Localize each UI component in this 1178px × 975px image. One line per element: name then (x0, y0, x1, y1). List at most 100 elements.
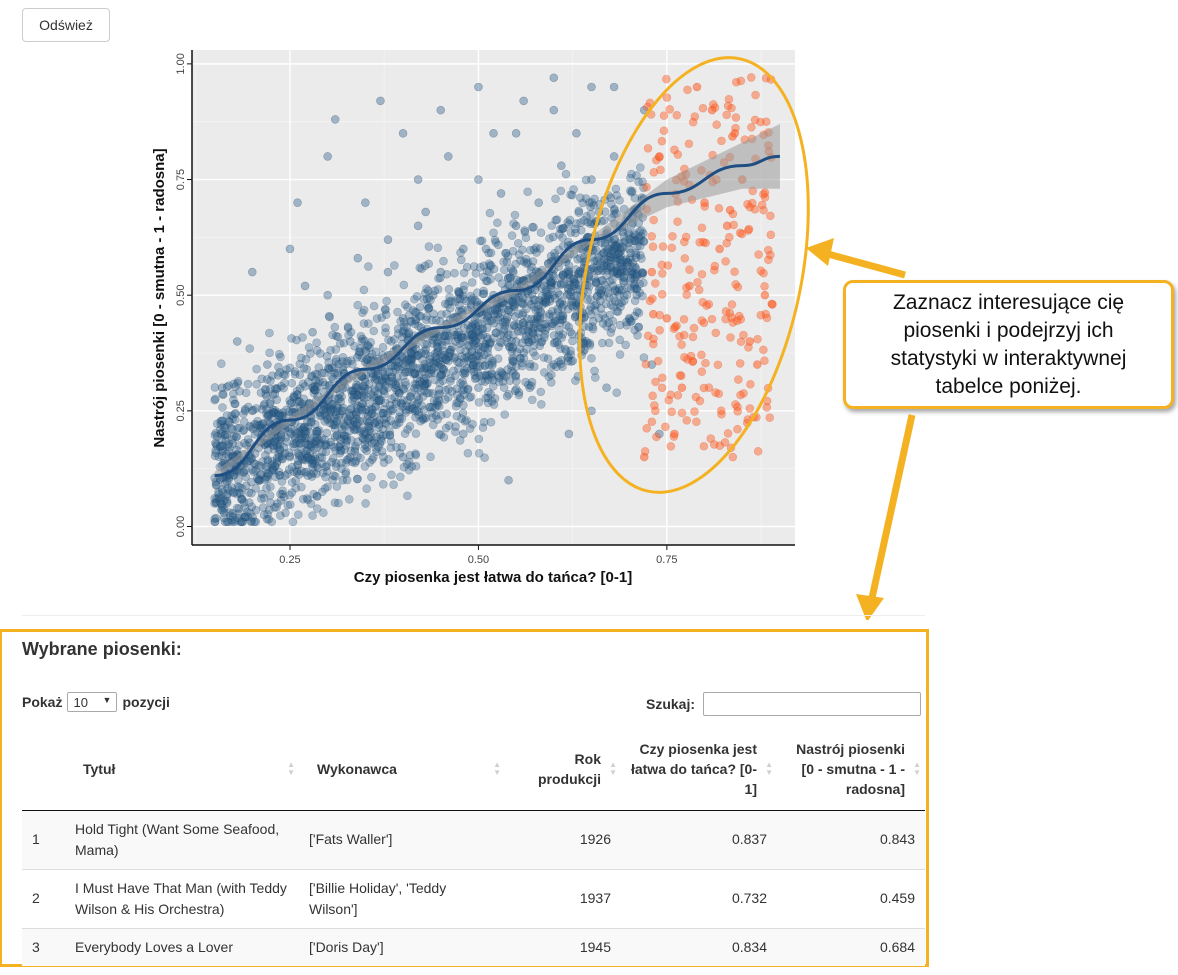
data-point (434, 332, 444, 341)
data-point (330, 420, 339, 430)
data-point (216, 359, 226, 368)
data-point (441, 355, 451, 365)
x-tick-label: 0.25 (279, 554, 300, 566)
data-point (611, 297, 620, 306)
selected-point (765, 413, 775, 423)
data-point (454, 287, 464, 297)
col-header-year[interactable]: Rok produkcji ▲ ▼ (505, 728, 621, 811)
data-point (312, 461, 322, 471)
data-point (275, 470, 284, 480)
data-point (563, 304, 573, 314)
data-point (246, 508, 255, 518)
data-point (285, 244, 295, 254)
length-select[interactable]: 10 ▼ (67, 692, 118, 712)
col-header-danceability[interactable]: Czy piosenka jest łatwa do tańca? [0-1] … (621, 728, 777, 811)
data-point (434, 385, 444, 394)
selected-point (733, 424, 742, 434)
data-point (322, 415, 332, 424)
data-point (609, 293, 618, 303)
data-point (442, 409, 452, 419)
col-header-artist[interactable]: Wykonawca ▲ ▼ (299, 728, 505, 811)
data-point (216, 499, 226, 508)
data-point (426, 295, 435, 305)
table-row[interactable]: 2 I Must Have That Man (with Teddy Wilso… (22, 868, 925, 928)
data-point (455, 301, 464, 310)
data-point (534, 322, 543, 332)
scatter-plot[interactable]: 0.25 0.50 0.750.000.250.500.751.00 Czy pio… (0, 0, 1178, 620)
data-point (589, 265, 599, 275)
data-point (451, 422, 460, 431)
search-input[interactable] (703, 692, 922, 716)
selected-point (659, 111, 669, 120)
data-point (366, 337, 376, 347)
data-point (525, 359, 535, 369)
data-point (457, 386, 467, 395)
data-point (383, 267, 393, 277)
data-point (259, 493, 269, 503)
data-point (539, 281, 549, 291)
data-point (622, 321, 632, 330)
data-point (488, 358, 497, 368)
data-point (630, 279, 639, 289)
data-point (291, 439, 300, 449)
data-point (369, 392, 378, 401)
data-point (610, 260, 620, 270)
data-point (371, 393, 381, 403)
data-point (322, 351, 332, 361)
selected-point (677, 340, 686, 349)
data-point (245, 421, 255, 431)
data-point (545, 234, 554, 243)
data-point (433, 285, 443, 294)
data-point (467, 321, 477, 331)
x-tick-label: 0.75 (656, 554, 677, 566)
data-point (444, 384, 453, 394)
col-header-title[interactable]: Tytuł ▲ ▼ (65, 728, 299, 811)
data-point (343, 415, 353, 424)
data-point (228, 512, 238, 522)
data-point (410, 406, 420, 416)
data-point (317, 459, 327, 469)
data-point (563, 353, 572, 363)
data-point (309, 468, 318, 477)
data-point (436, 273, 445, 283)
data-point (483, 393, 493, 403)
data-point (246, 422, 255, 432)
data-point (426, 452, 435, 462)
data-point (294, 470, 304, 479)
data-point (347, 436, 356, 445)
data-point (337, 429, 346, 438)
data-point (337, 464, 346, 473)
data-point (237, 495, 246, 504)
selected-point (731, 113, 741, 122)
col-header-valence[interactable]: Nastrój piosenki [0 - smutna - 1 - rados… (777, 728, 925, 811)
data-point (248, 267, 257, 277)
data-point (311, 375, 321, 385)
data-point (588, 316, 598, 326)
data-point (372, 314, 382, 323)
data-point (466, 291, 476, 301)
data-point (586, 310, 596, 319)
data-point (328, 405, 338, 414)
data-point (564, 267, 574, 277)
data-point (510, 320, 519, 329)
data-point (493, 218, 502, 228)
data-point (466, 364, 476, 374)
data-point (263, 455, 273, 465)
data-point (392, 372, 402, 382)
data-point (399, 280, 409, 290)
data-point (359, 434, 368, 444)
data-point (297, 466, 306, 476)
refresh-button[interactable]: Odśwież (22, 8, 110, 42)
data-point (446, 345, 456, 355)
col-header-index[interactable] (22, 728, 65, 811)
data-point (508, 368, 518, 378)
data-point (610, 206, 619, 215)
table-row[interactable]: 1 Hold Tight (Want Some Seafood, Mama) [… (22, 810, 925, 869)
data-point (235, 387, 244, 396)
data-point (486, 417, 496, 427)
data-point (449, 366, 458, 376)
data-point (436, 360, 446, 369)
table-row[interactable]: 3 Everybody Loves a Lover ['Doris Day'] … (22, 927, 925, 966)
data-point (477, 319, 487, 328)
data-point (564, 269, 574, 279)
